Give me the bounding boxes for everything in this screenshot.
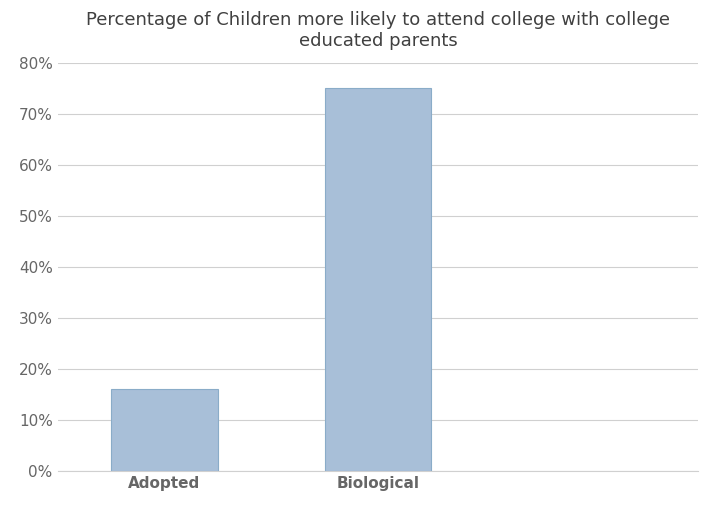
Title: Percentage of Children more likely to attend college with college
educated paren: Percentage of Children more likely to at… (86, 12, 670, 50)
Bar (111, 389, 217, 471)
Bar (325, 88, 431, 471)
